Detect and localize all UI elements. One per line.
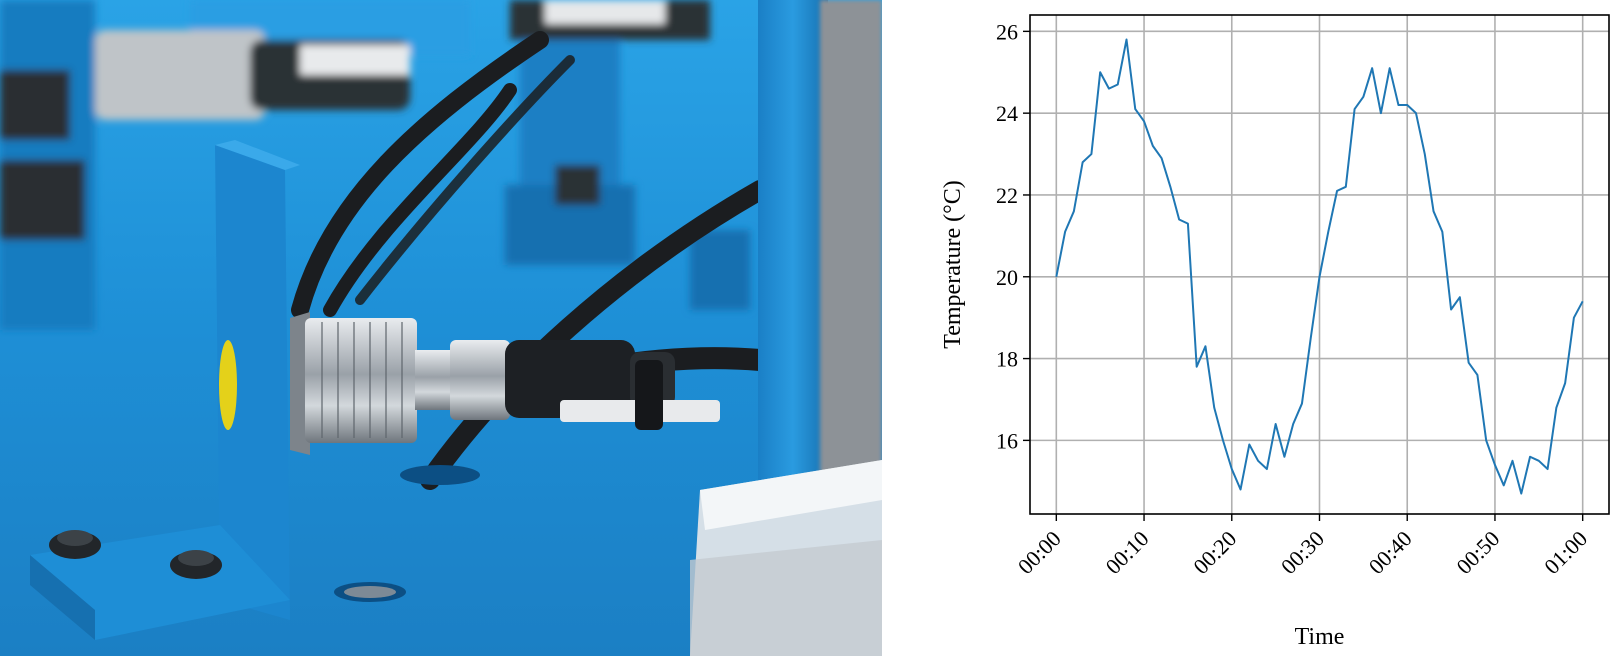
x-tick-label: 01:00 [1539,526,1592,579]
y-tick-label: 18 [996,347,1018,372]
x-tick-label: 00:50 [1451,526,1504,579]
grid-lines [1030,15,1609,514]
proximity-sensor [290,312,720,455]
sensor-photo-illustration [0,0,882,656]
x-tick-label: 00:30 [1276,526,1329,579]
background-fixtures [0,0,750,330]
clear-enclosure [690,460,882,656]
x-tick-label: 00:40 [1364,526,1417,579]
x-tick-label: 00:10 [1100,526,1153,579]
y-tick-label: 20 [996,265,1018,290]
support-post [758,0,828,480]
cable-hole [400,465,480,485]
y-tick-label: 24 [996,101,1018,126]
target-marker [219,340,237,430]
y-tick-label: 26 [996,19,1018,44]
x-tick-label: 00:20 [1188,526,1241,579]
axis-ticks: 16 18 20 22 24 26 00:00 00:10 00:20 00:30 00:40 00:… [996,19,1592,579]
y-tick-label: 22 [996,183,1018,208]
l-bracket [30,140,300,640]
sensor-photo [0,0,882,656]
x-tick-label: 00:00 [1013,526,1066,579]
y-axis-label: Temperature (°C) [940,180,966,349]
y-tick-label: 16 [996,428,1018,453]
plot-area [1055,38,1584,495]
x-axis-label: Time [1295,624,1345,650]
temperature-chart: 16 18 20 22 24 26 00:00 00:10 00:20 00:30 00:40 00:… [882,0,1621,656]
chart-svg: 16 18 20 22 24 26 00:00 00:10 00:20 00:30 00:40 00:… [940,14,1610,650]
